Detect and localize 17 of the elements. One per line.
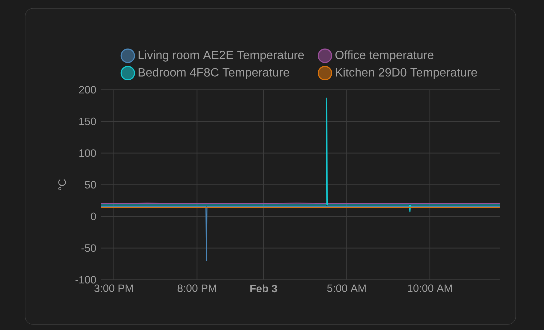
x-tick-label: Feb 3 (250, 284, 278, 293)
legend-label: Kitchen 29D0 Temperature (336, 68, 478, 80)
legend-label: Bedroom 4F8C Temperature (138, 68, 290, 80)
y-tick-label: 0 (91, 212, 96, 220)
legend-label: Living room AE2E Temperature (138, 50, 304, 62)
y-tick-label: 150 (80, 118, 96, 126)
x-tick-label: 3:00 PM (94, 284, 134, 292)
y-tick-label: -100 (76, 276, 96, 284)
y-tick-label: 100 (80, 150, 96, 158)
x-tick-label: 10:00 AM (408, 284, 452, 292)
y-axis-title: °C (58, 179, 66, 190)
y-tick-label: 200 (79, 86, 96, 94)
x-tick-label: 5:00 AM (328, 284, 366, 292)
x-tick-label: 8:00 PM (178, 284, 216, 292)
y-tick-label: -50 (82, 244, 96, 252)
legend-label: Office temperature (336, 50, 434, 62)
y-tick-label: 50 (85, 181, 96, 189)
